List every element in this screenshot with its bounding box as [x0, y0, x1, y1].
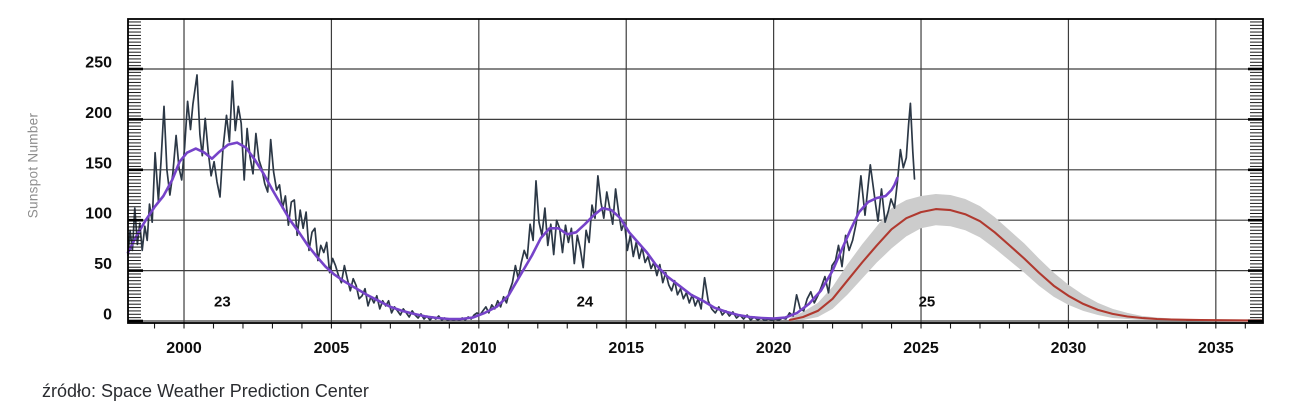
x-tick-label: 2035: [1198, 340, 1234, 357]
y-tick-label: 250: [85, 55, 112, 72]
predicted-sunspot-number-line: [788, 208, 1263, 322]
x-tick-label: 2000: [166, 340, 202, 357]
cycle-23-label: 23: [214, 293, 231, 310]
x-tick-label: 2030: [1051, 340, 1087, 357]
cycle-24-label: 24: [577, 293, 594, 310]
x-tick-label: 2015: [608, 340, 644, 357]
prediction-uncertainty-band: [789, 193, 1187, 321]
plot-border: [127, 18, 1264, 324]
y-axis-title: Sunspot Number: [25, 112, 41, 219]
y-tick-label: 100: [85, 206, 112, 223]
monthly-observed-sunspot-number-line: [127, 74, 916, 322]
x-tick-label: 2020: [756, 340, 792, 357]
x-tick-label: 2025: [903, 340, 939, 357]
y-tick-label: 50: [94, 256, 112, 273]
y-tick-label: 150: [85, 155, 112, 172]
y-tick-label: 0: [103, 307, 112, 324]
cycle-25-label: 25: [919, 293, 936, 310]
smoothed-observed-sunspot-number-line: [126, 141, 899, 321]
x-tick-label: 2005: [314, 340, 350, 357]
source-caption: źródło: Space Weather Prediction Center: [42, 381, 369, 401]
x-tick-label: 2010: [461, 340, 497, 357]
y-tick-label: 200: [85, 105, 112, 122]
